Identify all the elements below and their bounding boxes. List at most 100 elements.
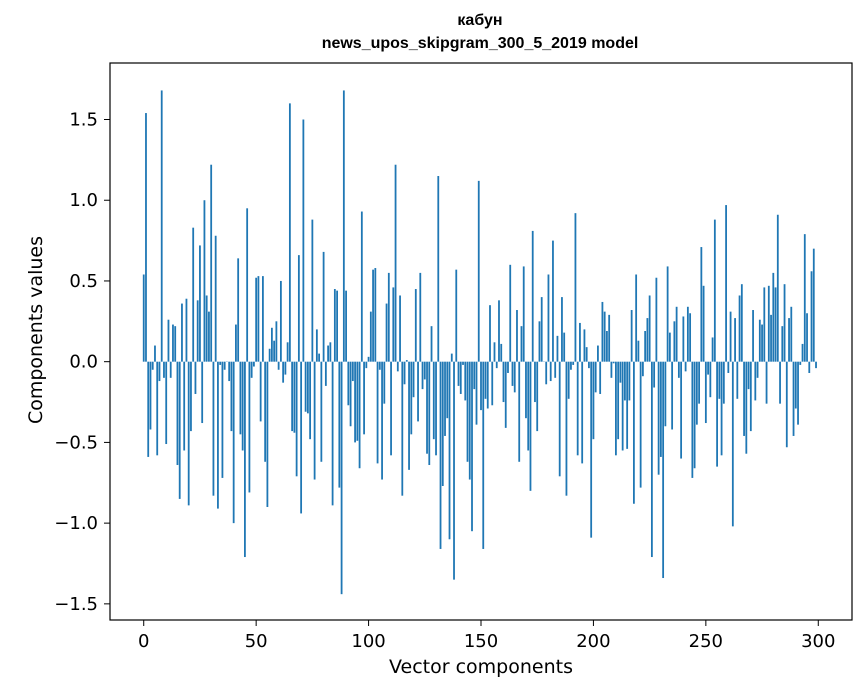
- bar: [776, 214, 779, 362]
- bar: [729, 311, 732, 362]
- bar: [358, 361, 361, 469]
- bar: [313, 361, 316, 480]
- bar: [556, 335, 559, 362]
- bar: [772, 272, 775, 362]
- bar: [401, 361, 404, 496]
- bar: [414, 289, 417, 362]
- bar: [149, 361, 152, 430]
- bar: [590, 361, 593, 538]
- bar: [473, 361, 476, 390]
- bar: [662, 361, 665, 579]
- bar: [540, 297, 543, 362]
- bar: [668, 332, 671, 362]
- bar: [142, 274, 145, 362]
- bar: [680, 361, 683, 459]
- bar: [576, 361, 579, 456]
- bar: [695, 361, 698, 425]
- bar: [356, 361, 359, 441]
- bar: [349, 361, 352, 427]
- x-tick-label: 100: [351, 631, 385, 652]
- bar: [464, 361, 467, 401]
- bar: [808, 361, 811, 373]
- bar: [275, 321, 278, 362]
- bar: [181, 303, 183, 362]
- x-tick-label: 0: [138, 631, 149, 652]
- bar: [709, 361, 712, 398]
- bar: [446, 361, 449, 419]
- bar: [154, 345, 156, 362]
- bar: [495, 361, 498, 369]
- bar: [441, 361, 444, 486]
- bar: [385, 303, 388, 362]
- bar: [711, 337, 714, 362]
- bar: [482, 361, 485, 549]
- bar: [239, 361, 242, 435]
- bar: [700, 247, 703, 362]
- bar: [572, 361, 575, 365]
- bar: [774, 287, 777, 362]
- bar: [516, 310, 518, 362]
- bar: [743, 361, 745, 436]
- bar: [169, 361, 172, 378]
- bar: [403, 361, 406, 385]
- y-tick-label: 0.0: [69, 352, 98, 373]
- bar: [702, 285, 705, 362]
- bar: [277, 361, 280, 370]
- bar: [257, 276, 260, 362]
- bar: [803, 234, 806, 362]
- bar: [615, 361, 617, 456]
- bar: [315, 329, 318, 362]
- bar: [736, 361, 739, 399]
- bar: [484, 361, 487, 399]
- bar: [167, 319, 170, 362]
- bar: [779, 361, 781, 404]
- bar: [689, 313, 692, 362]
- bar: [187, 361, 190, 506]
- bar: [435, 361, 437, 456]
- bar: [235, 324, 237, 362]
- bar: [594, 361, 597, 393]
- y-axis-label: Components values: [25, 235, 47, 425]
- bar: [522, 266, 525, 362]
- bar: [462, 361, 464, 365]
- bar: [192, 227, 195, 362]
- bar: [311, 219, 314, 362]
- bar: [266, 361, 269, 507]
- bar: [608, 314, 611, 362]
- bar: [376, 361, 379, 464]
- bar: [282, 361, 285, 383]
- bar: [331, 361, 334, 506]
- bar: [201, 361, 204, 424]
- bar: [480, 361, 482, 411]
- bar: [259, 361, 262, 422]
- bar: [725, 205, 727, 362]
- y-tick-label: −0.5: [54, 432, 98, 453]
- bar: [221, 361, 224, 478]
- bar: [439, 361, 442, 549]
- bar: [318, 353, 321, 362]
- bar: [767, 285, 770, 362]
- bar: [347, 361, 350, 406]
- bar: [320, 361, 323, 462]
- bar: [178, 361, 181, 499]
- bar: [675, 306, 678, 362]
- bar: [799, 361, 802, 365]
- bar: [248, 361, 251, 493]
- bar: [684, 361, 687, 372]
- bar: [367, 356, 370, 362]
- x-tick-label: 200: [576, 631, 610, 652]
- bar: [630, 310, 633, 362]
- bar: [617, 361, 620, 440]
- bar: [455, 269, 458, 362]
- bar: [659, 361, 662, 457]
- x-tick-label: 150: [464, 631, 498, 652]
- bar: [727, 361, 730, 373]
- bar: [219, 361, 222, 365]
- x-tick-label: 300: [801, 631, 835, 652]
- bar: [212, 361, 215, 496]
- bar: [423, 361, 426, 380]
- bar: [686, 306, 689, 362]
- bar: [322, 251, 325, 362]
- bar: [637, 340, 640, 362]
